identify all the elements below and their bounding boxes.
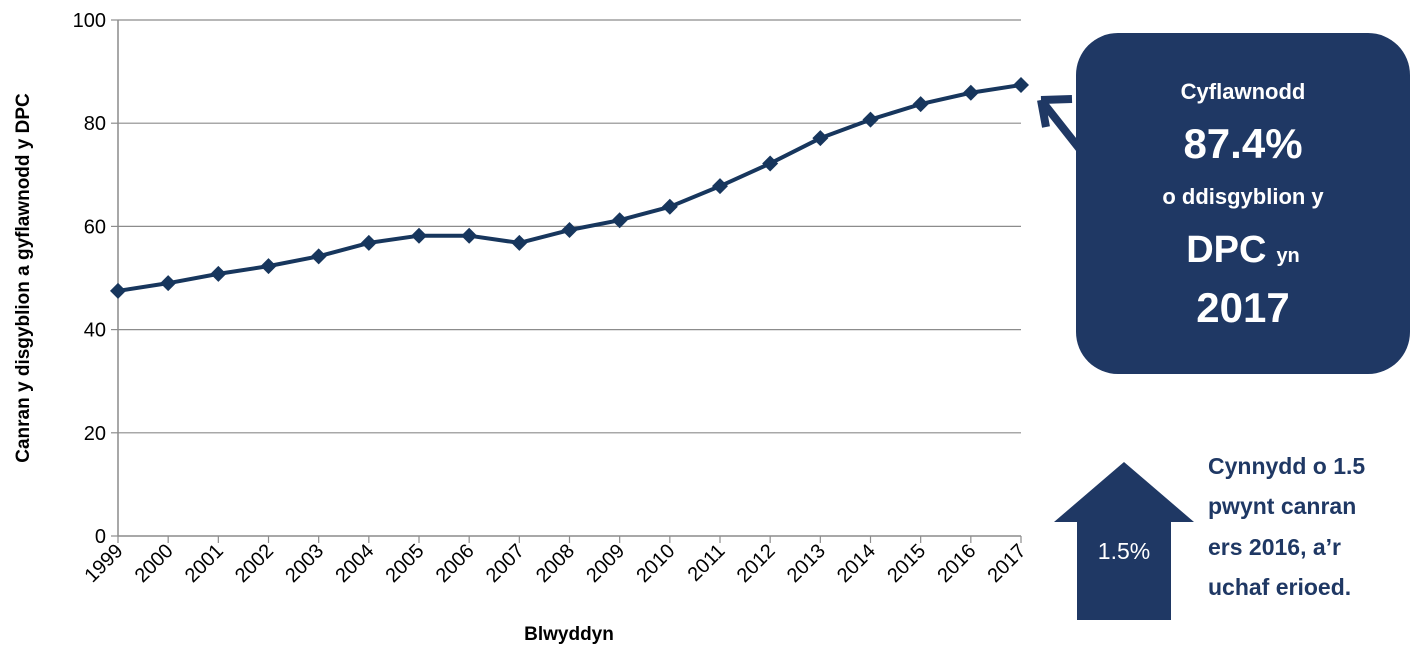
data-point — [411, 227, 427, 244]
x-tick-label: 2005 — [382, 540, 429, 587]
x-tick-label: 2004 — [331, 540, 378, 587]
data-point — [912, 96, 929, 113]
y-tick-label: 80 — [84, 113, 106, 135]
callout-dpc: DPC — [1186, 229, 1266, 271]
x-tick-label: 2016 — [933, 540, 980, 587]
data-point — [962, 84, 979, 101]
x-tick-label: 2009 — [582, 540, 629, 587]
increase-arrow: 1.5% — [1054, 462, 1194, 620]
y-tick-labels: 0 20 40 60 80 100 — [73, 10, 106, 548]
data-point — [1013, 77, 1029, 94]
data-point — [762, 155, 779, 172]
data-point — [160, 275, 177, 292]
axes — [117, 20, 1021, 537]
data-point — [210, 265, 227, 282]
y-tick-label: 100 — [73, 10, 106, 32]
data-point — [812, 130, 829, 147]
data-point — [862, 111, 879, 128]
callout-line-3: o ddisgyblion y — [1162, 184, 1324, 209]
callout-yn: yn — [1276, 245, 1299, 267]
series-line-group — [110, 77, 1029, 299]
x-tick-label: 1999 — [81, 540, 128, 587]
data-point — [310, 248, 327, 265]
increase-note-line-4: uchaf erioed. — [1208, 574, 1351, 600]
callout-arrow — [1037, 95, 1086, 155]
data-point — [611, 212, 628, 229]
y-tick-label: 60 — [84, 216, 106, 238]
data-point — [712, 178, 728, 195]
increase-note-line-1: Cynnydd o 1.5 — [1208, 453, 1365, 479]
data-point — [511, 234, 528, 251]
increase-note-line-3: ers 2016, a’r — [1208, 534, 1341, 560]
increase-note-line-2: pwynt canran — [1208, 493, 1356, 519]
data-point — [260, 258, 277, 275]
x-tick-label: 2013 — [783, 540, 830, 587]
callout-line-4: DPC yn — [1186, 229, 1300, 271]
x-tick-label: 2007 — [482, 540, 529, 587]
callout: Cyflawnodd 87.4% o ddisgyblion y DPC yn 2… — [1037, 33, 1410, 374]
data-point — [110, 282, 126, 299]
y-tick-label: 40 — [84, 320, 106, 342]
series-line — [117, 83, 1022, 293]
up-arrow-icon — [1054, 462, 1194, 620]
callout-year: 2017 — [1196, 284, 1289, 331]
x-tick-label: 2011 — [684, 540, 730, 586]
y-axis-title: Canran y disgyblion a gyflawnodd y DPC — [13, 93, 34, 463]
x-tick-label: 2001 — [181, 540, 228, 587]
x-tick-label: 2003 — [281, 540, 328, 587]
callout-value: 87.4% — [1183, 120, 1302, 167]
x-axis-title: Blwyddyn — [524, 624, 614, 645]
x-tick-label: 2012 — [733, 540, 780, 587]
y-tick-label: 20 — [84, 423, 106, 445]
callout-line-1: Cyflawnodd — [1181, 79, 1306, 104]
x-tick-labels: 1999 2000 2001 2002 2003 2004 2005 2006 2007 2008… — [81, 540, 1031, 587]
x-tick-label: 2014 — [833, 540, 880, 587]
x-tick-label: 2010 — [632, 540, 679, 587]
x-tick-label: 2015 — [883, 540, 930, 587]
data-point — [661, 198, 678, 215]
data-point — [360, 234, 377, 251]
x-tick-label: 2000 — [131, 540, 178, 587]
x-tick-label: 2008 — [532, 540, 579, 587]
data-point — [461, 227, 478, 244]
callout-box — [1076, 33, 1410, 374]
grid-lines — [111, 19, 1022, 543]
x-tick-label: 2002 — [231, 540, 278, 587]
increase-arrow-label: 1.5% — [1098, 538, 1150, 564]
x-tick-label: 2017 — [984, 540, 1031, 587]
data-point — [561, 222, 578, 239]
y-tick-label: 0 — [95, 526, 106, 548]
x-tick-label: 2006 — [432, 540, 479, 587]
